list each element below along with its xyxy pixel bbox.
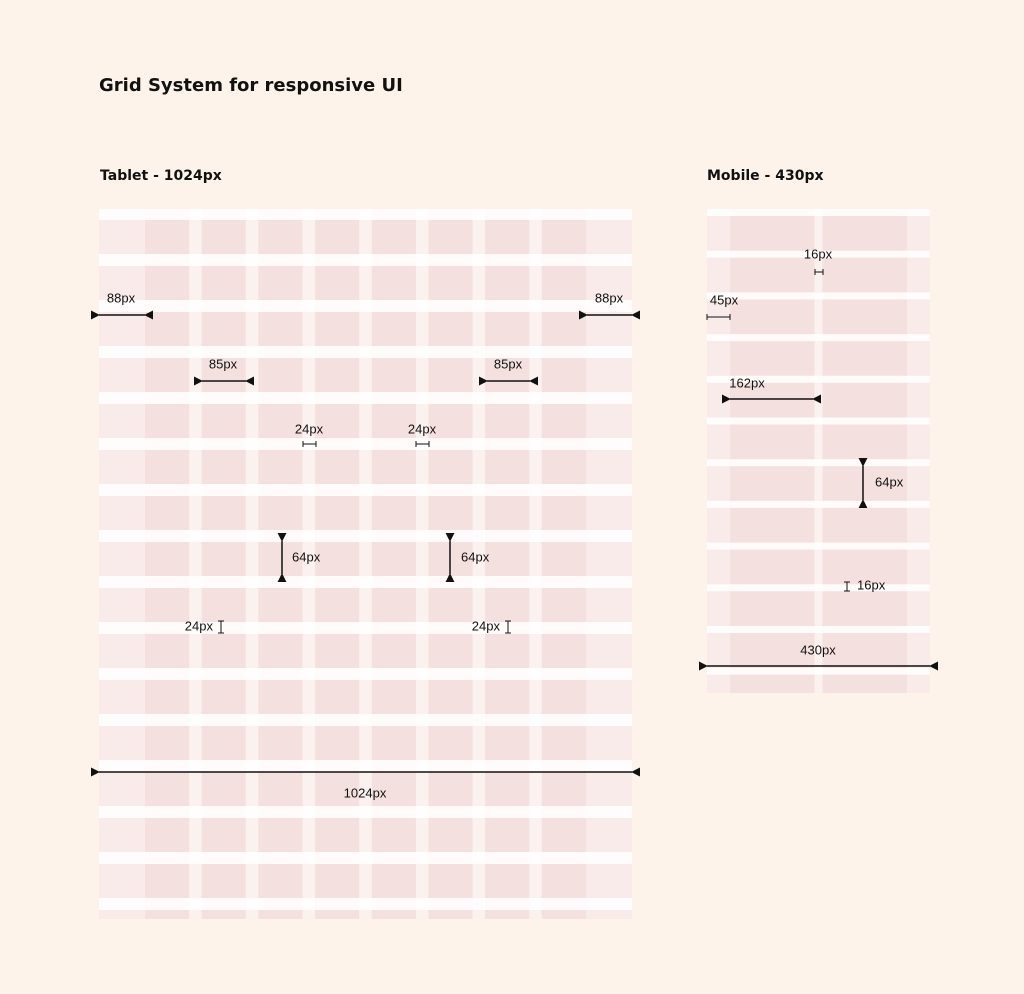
row-gutter	[707, 209, 930, 216]
row-gutter	[99, 760, 632, 772]
row-gutter	[99, 346, 632, 358]
row-gutter	[99, 254, 632, 266]
measure-label: 88px	[107, 290, 136, 305]
row-gutter	[99, 576, 632, 588]
grid-column	[315, 209, 360, 919]
row-gutter	[707, 417, 930, 425]
row-gutter	[99, 530, 632, 542]
measure-label: 24px	[295, 421, 324, 436]
row-gutter	[99, 806, 632, 818]
measure-label: 64px	[292, 549, 321, 564]
measure-label: 85px	[209, 356, 238, 371]
measure-label: 85px	[494, 356, 523, 371]
row-gutter	[99, 622, 632, 634]
grid-column	[822, 209, 907, 693]
row-gutter	[99, 852, 632, 864]
row-gutter	[707, 584, 930, 592]
grid-gutter	[472, 209, 486, 919]
mobile-label: Mobile - 430px	[707, 168, 824, 184]
row-gutter	[99, 484, 632, 496]
row-gutter	[99, 714, 632, 726]
grid-gutter	[415, 209, 429, 919]
row-gutter	[707, 459, 930, 467]
measure-label: 162px	[729, 375, 765, 390]
grid-column	[541, 209, 586, 919]
grid-gutter	[245, 209, 259, 919]
mobile-grid	[707, 209, 930, 693]
measure-label: 45px	[710, 292, 739, 307]
measure-label: 64px	[875, 474, 904, 489]
grid-column	[201, 209, 246, 919]
row-gutter	[707, 250, 930, 258]
row-gutter	[99, 668, 632, 680]
grid-column	[145, 209, 190, 919]
measure-label: 430px	[800, 642, 836, 657]
row-gutter	[707, 292, 930, 300]
row-gutter	[707, 500, 930, 508]
row-gutter	[99, 438, 632, 450]
grid-gutter	[302, 209, 316, 919]
grid-gutter	[359, 209, 372, 919]
measure-label: 24px	[185, 618, 214, 633]
row-gutter	[99, 300, 632, 312]
grid-gutter	[189, 209, 202, 919]
grid-column	[730, 209, 815, 693]
tablet-label: Tablet - 1024px	[100, 168, 222, 184]
measure-label: 16px	[804, 246, 833, 261]
measure-label: 24px	[408, 421, 437, 436]
measure-label: 1024px	[344, 785, 387, 800]
row-gutter	[707, 542, 930, 550]
row-gutter	[707, 334, 930, 342]
measure-label: 16px	[857, 577, 886, 592]
annotations: 88px 88px 85px 85px 24px 24px 64px 64px 24px 24px…	[90, 246, 939, 800]
row-gutter	[707, 667, 930, 675]
tablet-grid	[99, 209, 632, 919]
measure-label: 64px	[461, 549, 490, 564]
row-gutter	[99, 898, 632, 910]
measure-label: 88px	[595, 290, 624, 305]
row-gutter	[99, 209, 632, 220]
page-title: Grid System for responsive UI	[99, 75, 403, 96]
grid-gutter	[529, 209, 542, 919]
grid-gutter	[814, 209, 823, 693]
measure-label: 24px	[472, 618, 501, 633]
grid-column	[485, 209, 530, 919]
row-gutter	[707, 375, 930, 383]
row-gutter	[99, 392, 632, 404]
grid-column	[371, 209, 416, 919]
row-gutter	[707, 626, 930, 633]
